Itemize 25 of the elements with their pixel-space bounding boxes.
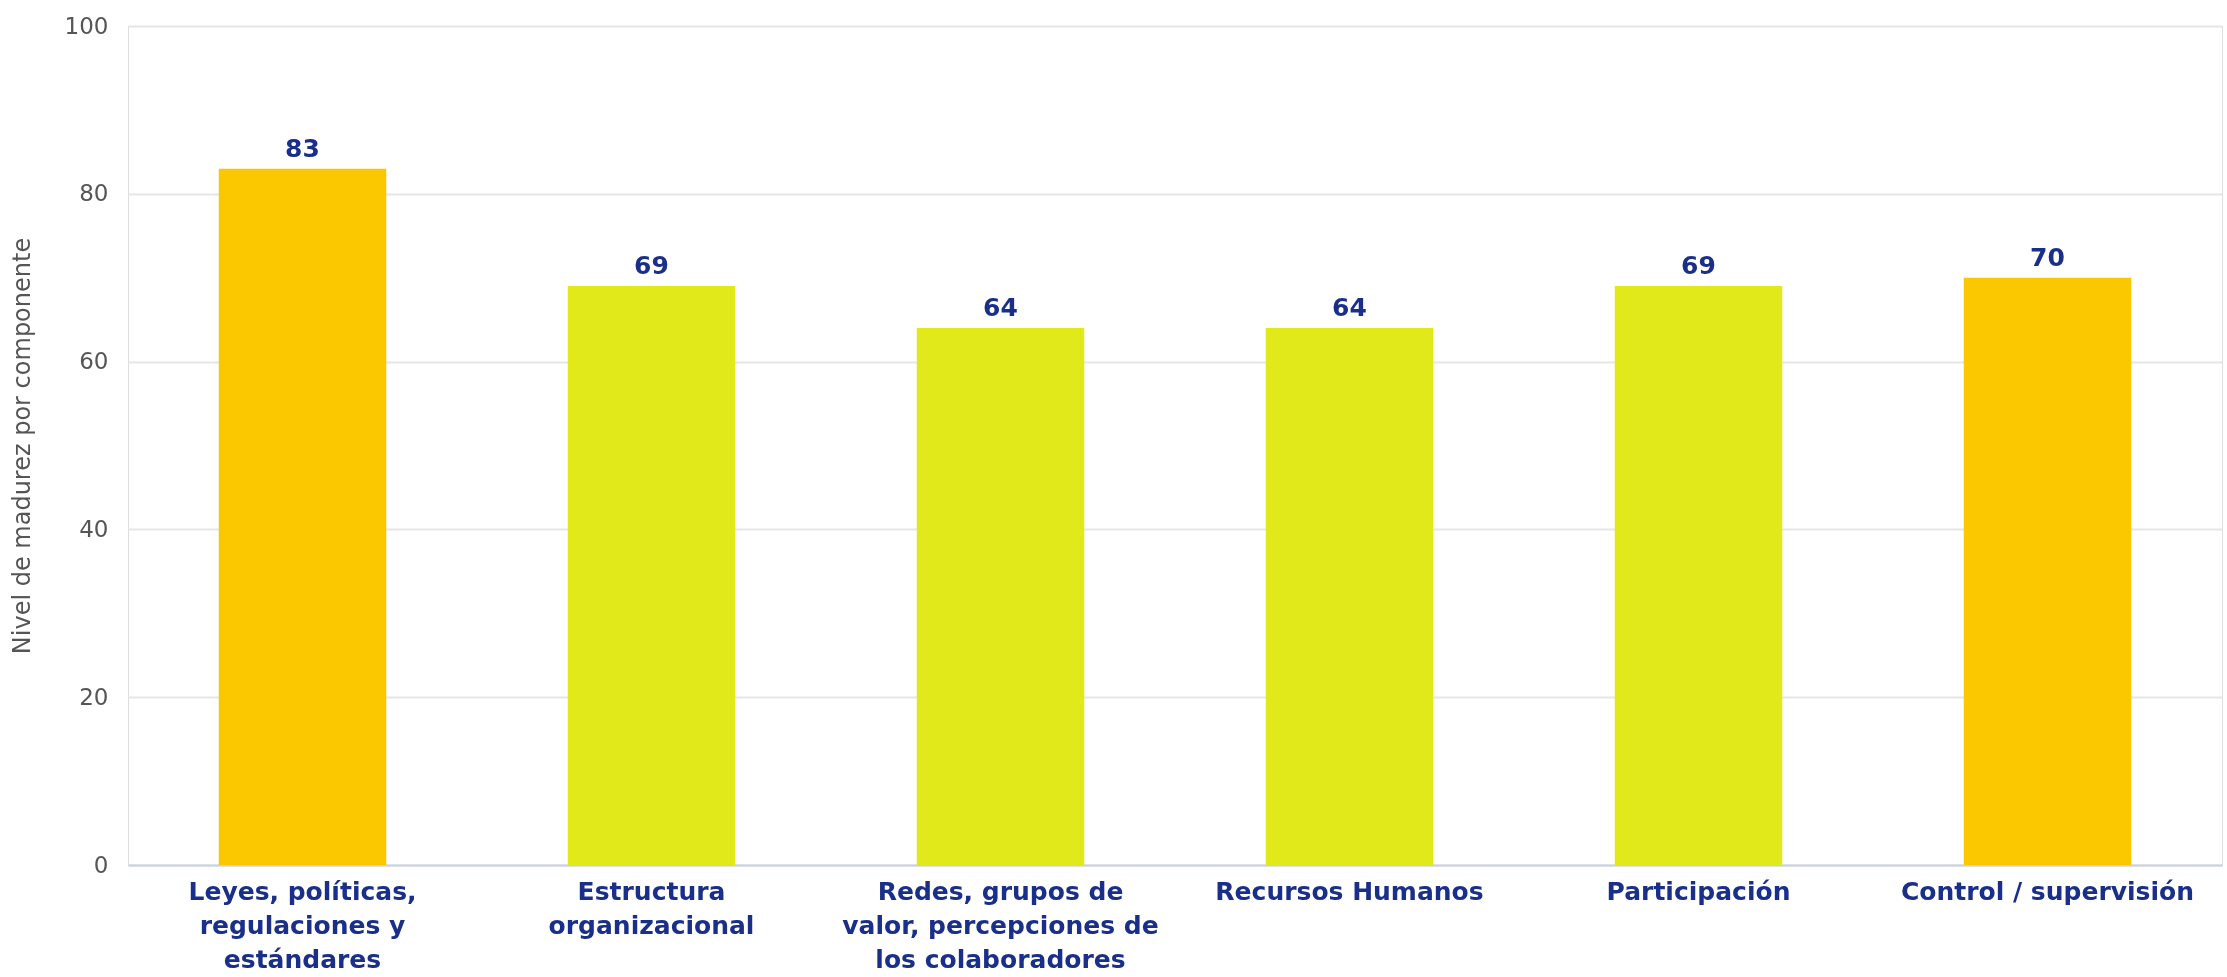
- data-label: 64: [1332, 293, 1367, 323]
- data-label: 69: [1681, 251, 1716, 281]
- data-label: 70: [2030, 242, 2065, 272]
- x-tick-label: Leyes, políticas, regulaciones y estándares: [188, 876, 417, 974]
- data-label: 64: [983, 293, 1018, 323]
- y-axis-title: Nivel de madurez por componente: [7, 237, 36, 655]
- x-tick-label: Participación: [1606, 876, 1791, 906]
- x-tick-label: Recursos Humanos: [1215, 876, 1484, 906]
- y-tick-label: 40: [79, 515, 109, 542]
- x-tick-label: Estructura organizacional: [548, 876, 755, 940]
- data-label: 83: [285, 133, 320, 163]
- y-tick-label: 80: [79, 180, 109, 207]
- x-tick-label: Control / supervisión: [1900, 876, 2195, 906]
- bar: [1963, 277, 2132, 865]
- y-tick-label: 0: [93, 851, 109, 878]
- bar: [567, 286, 736, 865]
- bar: [1614, 286, 1783, 865]
- y-tick-label: 100: [64, 12, 109, 39]
- data-label: 69: [634, 251, 669, 281]
- bar: [218, 168, 387, 865]
- bar: [1265, 328, 1434, 865]
- x-tick-label: Redes, grupos de valor, percepciones de los colaboradores: [842, 876, 1159, 974]
- y-tick-label: 60: [79, 348, 109, 375]
- bar: [916, 328, 1085, 865]
- y-tick-label: 20: [79, 683, 109, 710]
